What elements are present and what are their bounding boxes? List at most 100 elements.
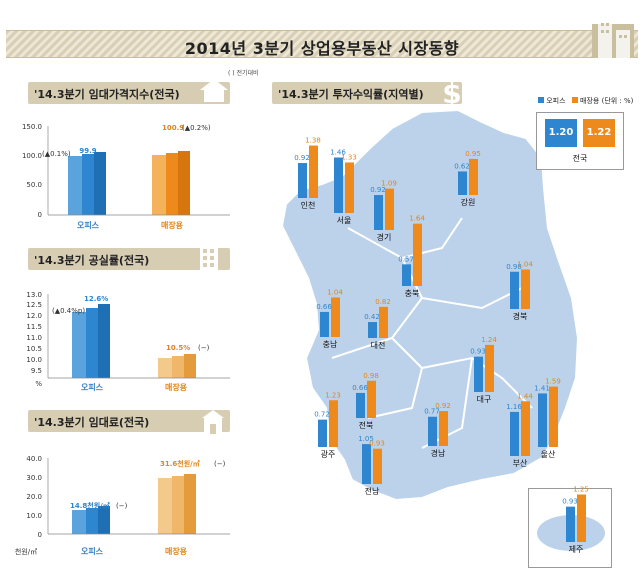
legend: 오피스 매장용 (단위 : %)	[538, 96, 633, 106]
value-label-retail-충북: 1.64	[409, 215, 425, 223]
national-label: 전국	[572, 154, 588, 163]
returns-header: '14.3분기 투자수익률(지역별)	[272, 82, 462, 104]
region-label-대전: 대전	[371, 340, 386, 350]
tick-label: 40.0	[26, 455, 42, 463]
legend-retail-swatch	[571, 97, 578, 103]
office-value-label: 99.9	[79, 147, 96, 155]
dollar-icon: $	[442, 78, 461, 108]
retail-category: 매장용	[165, 382, 188, 392]
national-box: 1.20 1.22 전국	[536, 112, 624, 170]
value-label-retail-서울: 1.33	[341, 153, 357, 161]
rent-index-header: '14.3분기 임대가격지수(전국)	[28, 82, 230, 104]
page-title: 2014년 3분기 상업용부동산 시장동향	[184, 39, 460, 58]
retail-change-label: (−)	[198, 344, 210, 352]
bar-office-전북	[356, 392, 365, 418]
bar-office-경북	[510, 271, 519, 309]
legend-unit: (단위 : %)	[601, 97, 634, 105]
bar-office-광주	[318, 419, 327, 447]
office-value-label: 14.8천원/㎡	[70, 501, 110, 510]
value-label-retail-인천: 1.38	[305, 137, 321, 145]
retail-category: 매장용	[165, 546, 188, 556]
bar-office-부산	[510, 411, 519, 456]
tick-label: 10.0	[26, 512, 42, 520]
region-label-충남: 충남	[323, 340, 338, 349]
region-label-제주: 제주	[569, 545, 584, 554]
value-label-retail-울산: 1.59	[545, 378, 561, 386]
value-label-office-대구: 0.93	[470, 348, 486, 356]
region-label-강원: 강원	[461, 197, 476, 207]
bar-office-인천	[298, 163, 307, 198]
bar-office-강원	[458, 171, 467, 195]
office-change-label: (▲0.1%)	[42, 150, 71, 158]
region-label-대구: 대구	[477, 395, 492, 404]
value-label-office-제주: 0.93	[562, 498, 578, 506]
national-retail-value: 1.22	[583, 119, 615, 147]
bar-retail-경북	[521, 269, 530, 309]
vacancy-chart: 13.0 12.5 12.0 11.5 11.0 10.5 10.0 9.5 %…	[26, 291, 230, 392]
value-label-office-전남: 1.05	[358, 435, 374, 443]
value-label-office-경기: 0.92	[370, 186, 386, 194]
tick-label: 13.0	[26, 291, 42, 299]
tick-label: 12.5	[26, 301, 42, 309]
house-icon	[200, 79, 228, 102]
value-label-office-인천: 0.92	[294, 154, 310, 162]
vacancy-header: '14.3분기 공실률(전국)	[28, 248, 230, 270]
title-bar: 2014년 3분기 상업용부동산 시장동향	[6, 30, 638, 58]
tick-label: 0	[38, 211, 42, 219]
retail-value-label: 31.6천원/㎡	[160, 459, 200, 468]
bar-retail-인천	[309, 145, 318, 198]
value-label-retail-전북: 0.98	[363, 372, 379, 380]
building-icon	[592, 18, 634, 58]
bar-retail-경남	[439, 411, 448, 446]
value-label-retail-강원: 0.95	[465, 150, 481, 158]
region-label-경남: 경남	[431, 448, 446, 458]
bar-retail-광주	[329, 400, 338, 447]
rent-index-chart: 150.0 100.0 50.0 0 99.9 (▲0.1%) 100.9 (▲…	[22, 123, 230, 230]
tick-label: %	[35, 380, 42, 388]
apartment-icon	[200, 246, 218, 272]
bar-office-충남	[320, 311, 329, 337]
rent-chart: 40.0 30.0 20.0 10.0 0 천원/㎡ 14.8천원/㎡ (−) …	[15, 455, 230, 556]
legend-office-swatch	[538, 97, 544, 103]
value-label-office-울산: 1.41	[534, 384, 550, 392]
value-label-office-부산: 1.16	[506, 403, 522, 411]
rent-header: '14.3분기 임대료(전국)	[28, 410, 230, 432]
region-label-광주: 광주	[321, 449, 336, 459]
tick-label: 50.0	[26, 181, 42, 189]
region-label-부산: 부산	[513, 458, 528, 468]
legend-retail: 매장용	[580, 97, 600, 105]
bar-office-대구	[474, 356, 483, 392]
retail-value-label: 100.9	[162, 124, 184, 132]
retail-category: 매장용	[161, 220, 184, 230]
tick-label: 9.5	[31, 367, 42, 375]
bar-office-충북	[402, 264, 411, 286]
region-label-경기: 경기	[377, 232, 392, 242]
office-bar-group	[72, 506, 110, 534]
retail-value-label: 10.5%	[166, 344, 190, 352]
tick-label: 0	[38, 531, 42, 539]
value-label-retail-부산: 1.44	[517, 392, 533, 400]
bar-office-울산	[538, 393, 547, 447]
office-change-label: (▲0.4%p)	[52, 307, 85, 315]
change-note: ( ) 전기대비	[228, 70, 259, 77]
office-value-label: 12.6%	[84, 295, 108, 303]
tick-label: 100.0	[22, 152, 42, 160]
bar-retail-제주	[577, 494, 586, 542]
value-label-office-경남: 0.77	[424, 408, 440, 416]
value-label-office-광주: 0.72	[314, 411, 330, 419]
value-label-retail-충남: 1.04	[327, 288, 343, 296]
bar-office-경기	[374, 195, 383, 230]
office-category: 오피스	[77, 220, 100, 230]
bar-retail-부산	[521, 401, 530, 456]
bar-retail-강원	[469, 158, 478, 195]
tick-label: 20.0	[26, 493, 42, 501]
rent-index-heading: '14.3분기 임대가격지수(전국)	[34, 88, 180, 101]
tick-label: 30.0	[26, 474, 42, 482]
office-bar-group	[72, 304, 110, 378]
bar-office-서울	[334, 157, 343, 213]
region-label-울산: 울산	[541, 449, 556, 459]
value-label-office-대전: 0.42	[364, 313, 380, 321]
national-office-value: 1.20	[545, 119, 577, 147]
retail-change-label: (▲0.2%)	[182, 124, 211, 132]
